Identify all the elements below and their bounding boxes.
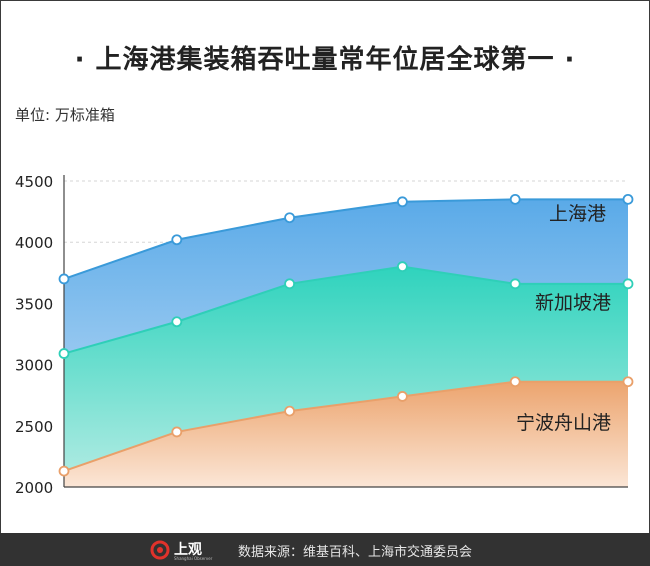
series-label-shanghai: 上海港 <box>549 203 606 225</box>
data-point-shanghai <box>58 273 70 285</box>
data-point-ningbo <box>396 391 408 402</box>
shanghai-observer-logo: 上观 Shanghai Observer <box>150 540 213 561</box>
data-point-shanghai <box>509 193 521 205</box>
data-point-ningbo <box>284 405 296 417</box>
footer-bar: 上观 Shanghai Observer 数据来源：维基百科、上海市交通委员会 <box>0 533 650 566</box>
data-point-shanghai <box>171 234 183 246</box>
data-point-singapore <box>396 261 408 273</box>
y-tick-label: 4500 <box>15 173 53 191</box>
data-point-ningbo <box>171 426 183 438</box>
data-point-singapore <box>58 348 70 359</box>
data-point-singapore <box>622 278 634 290</box>
y-tick-label: 4000 <box>15 234 53 252</box>
area-ningbo <box>64 381 628 487</box>
y-tick-label: 3500 <box>15 295 53 313</box>
point-layer <box>58 193 634 477</box>
y-tick-label: 2500 <box>15 418 53 436</box>
line-shanghai <box>63 198 628 280</box>
logo-subtext: Shanghai Observer <box>174 556 213 561</box>
data-point-ningbo <box>509 376 521 388</box>
data-point-shanghai <box>396 196 408 208</box>
logo-text: 上观 <box>174 542 202 558</box>
y-tick-label: 2000 <box>15 479 53 497</box>
area-layer <box>63 198 628 488</box>
unit-label: 单位: 万标准箱 <box>15 106 115 124</box>
data-point-ningbo <box>622 376 634 388</box>
series-label-ningbo: 宁波舟山港 <box>516 412 611 434</box>
y-tick-label: 3000 <box>15 357 53 375</box>
data-point-shanghai <box>622 193 634 205</box>
axis-layer: 2000 2500 3000 3500 4000 4500 <box>15 173 628 497</box>
data-source: 数据来源：维基百科、上海市交通委员会 <box>238 545 473 560</box>
data-point-singapore <box>284 278 296 290</box>
data-point-ningbo <box>58 465 70 477</box>
line-ningbo <box>63 380 628 473</box>
data-point-singapore <box>171 316 183 328</box>
chart-title: · 上海港集装箱吞吐量常年位居全球第一 · <box>74 45 576 75</box>
series-label-singapore: 新加坡港 <box>535 292 611 314</box>
data-point-shanghai <box>284 212 296 224</box>
data-point-singapore <box>509 278 521 290</box>
line-singapore <box>63 265 628 355</box>
